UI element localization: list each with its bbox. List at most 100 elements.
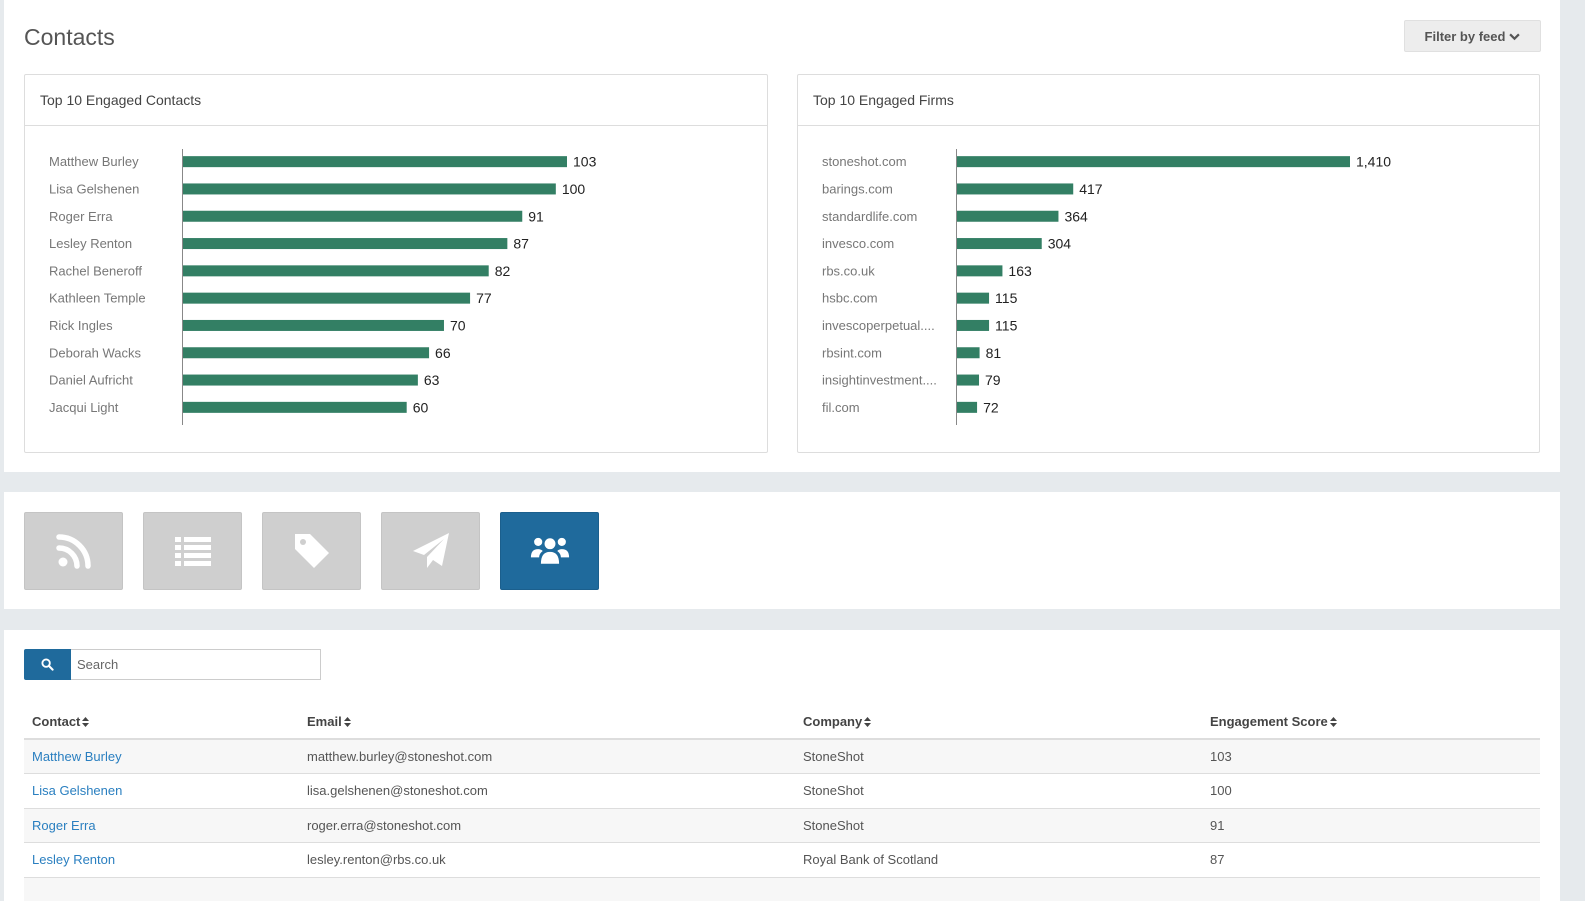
value-label: 82 <box>495 263 511 279</box>
category-label: Lisa Gelshenen <box>49 181 139 196</box>
table-header-row: Contact Email Company Engagement Score <box>24 705 1540 740</box>
search-icon <box>41 658 54 671</box>
value-label: 364 <box>1064 208 1088 224</box>
company-cell: StoneShot <box>795 808 1202 843</box>
header-label: Company <box>803 714 863 729</box>
value-label: 72 <box>983 399 999 415</box>
category-label: Roger Erra <box>49 209 113 224</box>
sort-icon <box>1329 717 1337 727</box>
category-label: standardlife.com <box>822 209 917 224</box>
tag-icon <box>294 534 329 568</box>
filter-by-feed-button[interactable]: Filter by feed <box>1404 20 1541 52</box>
campaigns-tile[interactable] <box>381 512 480 590</box>
contact-cell: Matthew Burley <box>24 739 299 774</box>
bar <box>957 347 980 359</box>
chevron-down-icon <box>1509 33 1521 40</box>
contact-cell: Lisa Gelshenen <box>24 773 299 809</box>
sort-engagement-score-header[interactable]: Engagement Score <box>1202 705 1540 740</box>
bar <box>957 265 1003 277</box>
value-label: 70 <box>450 317 466 333</box>
category-label: Rachel Beneroff <box>49 263 142 278</box>
view-tiles-panel <box>4 492 1560 609</box>
page-title: Contacts <box>24 24 115 50</box>
sort-icon <box>82 717 90 727</box>
category-label: rbsint.com <box>822 345 882 360</box>
bar <box>957 183 1074 195</box>
email-cell: matthew.burley@stoneshot.com <box>299 739 795 774</box>
category-label: rbs.co.uk <box>822 263 875 278</box>
email-cell: roger.erra@stoneshot.com <box>299 808 795 843</box>
bar <box>183 292 471 304</box>
company-cell: StoneShot <box>795 773 1202 809</box>
contact-cell: Roger Erra <box>24 808 299 843</box>
bar <box>183 238 508 250</box>
search-button[interactable] <box>24 649 71 680</box>
sort-contact-header[interactable]: Contact <box>24 705 299 740</box>
email-cell: lesley.renton@rbs.co.uk <box>299 842 795 878</box>
top-contacts-title: Top 10 Engaged Contacts <box>25 75 767 126</box>
category-label: Daniel Aufricht <box>49 373 133 388</box>
value-label: 77 <box>476 290 492 306</box>
value-label: 304 <box>1048 236 1072 252</box>
filter-by-feed-label: Filter by feed <box>1424 28 1506 44</box>
score-cell <box>1202 877 1540 901</box>
category-label: Lesley Renton <box>49 236 132 251</box>
table-row: Lesley Renton lesley.renton@rbs.co.uk Ro… <box>24 842 1540 878</box>
header-label: Engagement Score <box>1210 714 1328 729</box>
bar <box>183 183 556 195</box>
bar <box>957 401 978 413</box>
value-label: 81 <box>986 345 1002 361</box>
list-icon <box>174 537 211 566</box>
feeds-tile[interactable] <box>24 512 123 590</box>
contact-link[interactable]: Lisa Gelshenen <box>32 783 123 799</box>
header-label: Contact <box>32 714 81 729</box>
email-cell <box>299 877 795 901</box>
category-label: invescoperpetual.... <box>822 318 935 333</box>
category-label: Matthew Burley <box>49 154 139 169</box>
top-contacts-card: Top 10 Engaged Contacts Matthew Burley 10… <box>24 74 768 453</box>
top-firms-card: Top 10 Engaged Firms stoneshot.com 1,410 b… <box>797 74 1540 453</box>
contact-link[interactable]: Roger Erra <box>32 817 96 833</box>
value-label: 79 <box>985 372 1001 388</box>
value-label: 1,410 <box>1356 154 1391 170</box>
sort-email-header[interactable]: Email <box>299 705 795 740</box>
top-firms-chart: stoneshot.com 1,410 barings.com 417 standard… <box>822 149 1391 425</box>
bar <box>183 401 407 413</box>
contact-cell <box>24 877 299 901</box>
value-label: 163 <box>1008 263 1032 279</box>
category-label: fil.com <box>822 400 860 415</box>
sort-company-header[interactable]: Company <box>795 705 1202 740</box>
bar <box>957 374 980 386</box>
contacts-tile[interactable] <box>500 512 599 590</box>
list-tile[interactable] <box>143 512 242 590</box>
table-row: Matthew Burley matthew.burley@stoneshot.… <box>24 739 1540 774</box>
value-label: 87 <box>513 236 529 252</box>
score-cell: 100 <box>1202 773 1540 809</box>
contact-link[interactable]: Lesley Renton <box>32 852 116 868</box>
table-row <box>24 877 1540 901</box>
bar <box>183 319 444 331</box>
bar <box>183 265 489 277</box>
category-label: barings.com <box>822 181 893 196</box>
top-firms-title: Top 10 Engaged Firms <box>798 75 1539 126</box>
search-input[interactable] <box>71 649 321 680</box>
value-label: 91 <box>528 208 544 224</box>
contact-link[interactable]: Matthew Burley <box>32 749 122 764</box>
contacts-table-panel: Contact Email Company Engagement Score M… <box>4 630 1560 901</box>
bar <box>957 319 990 331</box>
value-label: 115 <box>995 317 1018 333</box>
sort-icon <box>343 717 351 727</box>
header-label: Email <box>307 714 342 729</box>
bar <box>957 210 1059 222</box>
top-contacts-chart: Matthew Burley 103 Lisa Gelshenen 100 Roger … <box>49 149 597 425</box>
paper-plane-icon <box>412 533 449 568</box>
category-label: invesco.com <box>822 236 894 251</box>
sort-icon <box>864 717 872 727</box>
category-label: hsbc.com <box>822 291 878 306</box>
score-cell: 103 <box>1202 739 1540 774</box>
value-label: 100 <box>562 181 586 197</box>
bar <box>183 347 430 359</box>
category-label: Deborah Wacks <box>49 345 141 360</box>
value-label: 63 <box>424 372 440 388</box>
tags-tile[interactable] <box>262 512 361 590</box>
